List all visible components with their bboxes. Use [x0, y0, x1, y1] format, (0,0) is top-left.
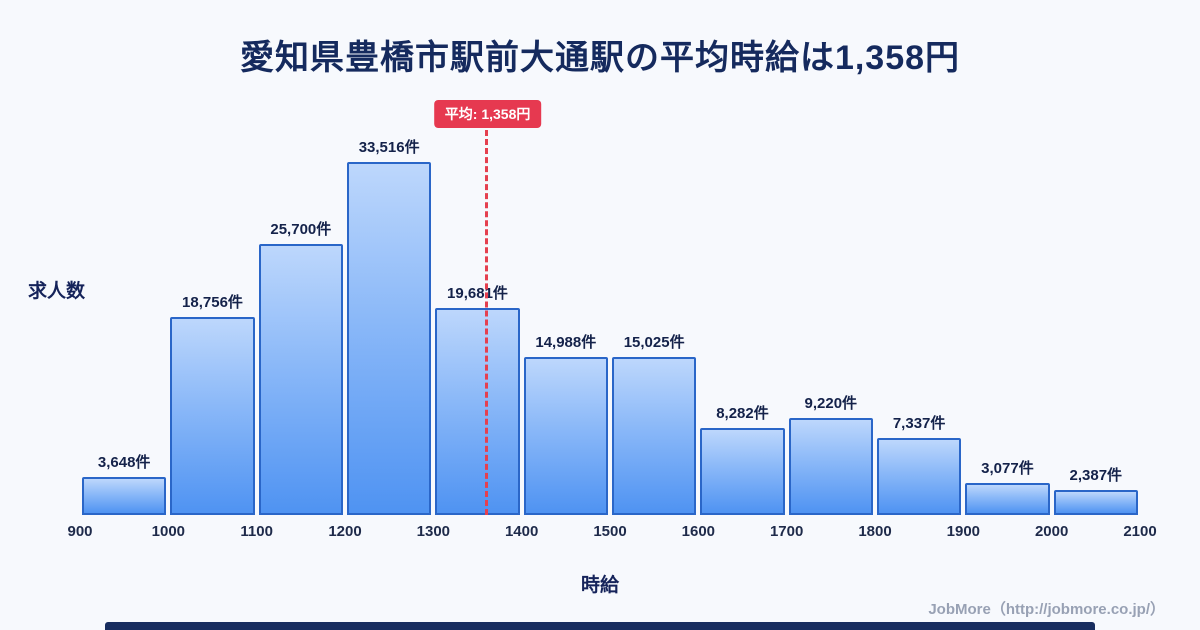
- bar-column: 14,988件: [522, 130, 610, 515]
- bar-value-label: 3,077件: [981, 460, 1034, 477]
- average-line: 平均: 1,358円: [433, 100, 542, 515]
- bar: [170, 317, 255, 515]
- bar-column: 33,516件: [345, 130, 433, 515]
- bar-value-label: 14,988件: [535, 334, 597, 351]
- bar: [1053, 490, 1138, 515]
- bar-column: 25,700件: [257, 130, 345, 515]
- bottom-bar: [105, 622, 1095, 630]
- bar-column: 8,282件: [698, 130, 786, 515]
- footer-credit: JobMore（http://jobmore.co.jp/）: [928, 601, 1165, 618]
- x-axis-label: 時給: [580, 575, 619, 596]
- average-badge: 平均: 1,358円: [433, 100, 542, 128]
- plot-area: 3,648件 18,756件 25,700件 33,516件 19,681件 14,988…: [67, 100, 1157, 540]
- bar-value-label: 2,387件: [1069, 467, 1123, 484]
- bar-column: 15,025件: [610, 130, 698, 515]
- bar-value-label: 19,681件: [447, 285, 508, 302]
- bar: [788, 418, 873, 515]
- y-axis-label: 求人数: [28, 281, 86, 302]
- bar: [82, 477, 167, 515]
- bar-value-label: 3,648件: [97, 454, 151, 471]
- bar-column: 3,648件: [80, 130, 168, 515]
- x-tick-label: 1100: [240, 523, 273, 540]
- bars-container: 3,648件 18,756件 25,700件 33,516件 19,681件 14,988…: [80, 130, 1140, 515]
- bar-value-label: 15,025件: [623, 334, 685, 351]
- x-tick-label: 1000: [151, 523, 186, 540]
- bar-value-label: 9,220件: [804, 395, 858, 412]
- x-tick-label: 2000: [1034, 523, 1069, 540]
- x-tick-label: 1200: [328, 523, 362, 540]
- x-tick-label: 1700: [769, 523, 804, 540]
- bar-column: 7,337件: [875, 130, 963, 515]
- x-tick-label: 1400: [504, 523, 539, 540]
- bar-value-label: 18,756件: [182, 294, 243, 311]
- bar-column: 9,220件: [787, 130, 875, 515]
- x-tick-label: 1500: [593, 523, 627, 540]
- bar: [523, 357, 608, 515]
- bar: [700, 428, 785, 515]
- bar-value-label: 7,337件: [892, 415, 946, 432]
- bar-column: 19,681件: [433, 130, 521, 515]
- bar: [435, 308, 520, 515]
- x-tick-label: 900: [67, 523, 93, 540]
- x-tick-label: 1900: [946, 523, 981, 540]
- bar: [346, 162, 432, 515]
- page-title: 愛知県豊橋市駅前大通駅の平均時給は1,358円: [239, 39, 961, 77]
- x-tick-label: 1800: [858, 523, 892, 540]
- bar: [611, 357, 697, 515]
- x-tick-label: 1600: [681, 523, 716, 540]
- x-tick-label: 2100: [1123, 523, 1157, 540]
- bar-value-label: 33,516件: [358, 139, 420, 156]
- bar-column: 3,077件: [963, 130, 1051, 515]
- bar: [876, 438, 962, 515]
- x-axis-ticks: 900 1000 1100 1200 1300 1400 1500 1600 1700 1800 1…: [67, 515, 1156, 540]
- bar: [258, 244, 343, 515]
- bar-column: 2,387件: [1052, 130, 1140, 515]
- bar-column: 18,756件: [168, 130, 256, 515]
- x-tick-label: 1300: [416, 523, 451, 540]
- bar: [965, 483, 1050, 515]
- bar-value-label: 25,700件: [270, 221, 332, 238]
- bar-value-label: 8,282件: [716, 405, 769, 422]
